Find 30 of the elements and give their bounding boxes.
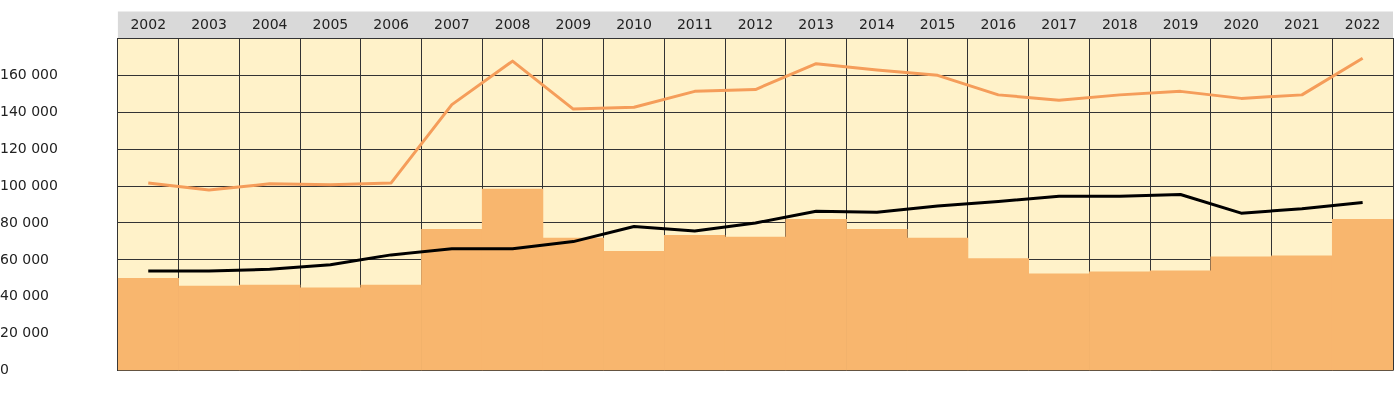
y-tick-label: 100 000 xyxy=(0,176,58,193)
x-tick-label: 2022 xyxy=(1344,15,1381,32)
x-tick-label: 2010 xyxy=(616,15,652,32)
x-tick-label: 2015 xyxy=(919,15,956,32)
x-tick-label: 2016 xyxy=(980,15,1017,32)
y-tick-label: 60 000 xyxy=(0,250,49,267)
x-tick-label: 2005 xyxy=(312,15,349,32)
x-tick-label: 2002 xyxy=(130,15,167,32)
x-tick-label: 2018 xyxy=(1101,15,1138,32)
x-tick-label: 2013 xyxy=(798,15,834,32)
x-tick-label: 2017 xyxy=(1041,15,1077,32)
x-tick-label: 2011 xyxy=(676,15,713,32)
y-tick-label: 80 000 xyxy=(0,213,49,230)
x-tick-label: 2006 xyxy=(373,15,410,32)
x-tick-label: 2019 xyxy=(1162,15,1199,32)
x-tick-label: 2014 xyxy=(859,15,895,32)
x-tick-label: 2004 xyxy=(251,15,288,32)
x-tick-label: 2008 xyxy=(494,15,531,32)
x-tick-label: 2007 xyxy=(434,15,470,32)
y-tick-label: 140 000 xyxy=(0,102,58,119)
y-tick-label: 20 000 xyxy=(0,324,49,341)
x-tick-label: 2020 xyxy=(1223,15,1260,32)
x-tick-label: 2012 xyxy=(737,15,774,32)
x-tick-label: 2009 xyxy=(555,15,592,32)
x-tick-label: 2021 xyxy=(1284,15,1320,32)
y-tick-label: 120 000 xyxy=(0,139,58,156)
y-tick-label: 160 000 xyxy=(0,65,58,82)
y-tick-label: 0 xyxy=(0,361,9,378)
x-tick-label: 2003 xyxy=(191,15,227,32)
y-tick-label: 40 000 xyxy=(0,287,49,304)
